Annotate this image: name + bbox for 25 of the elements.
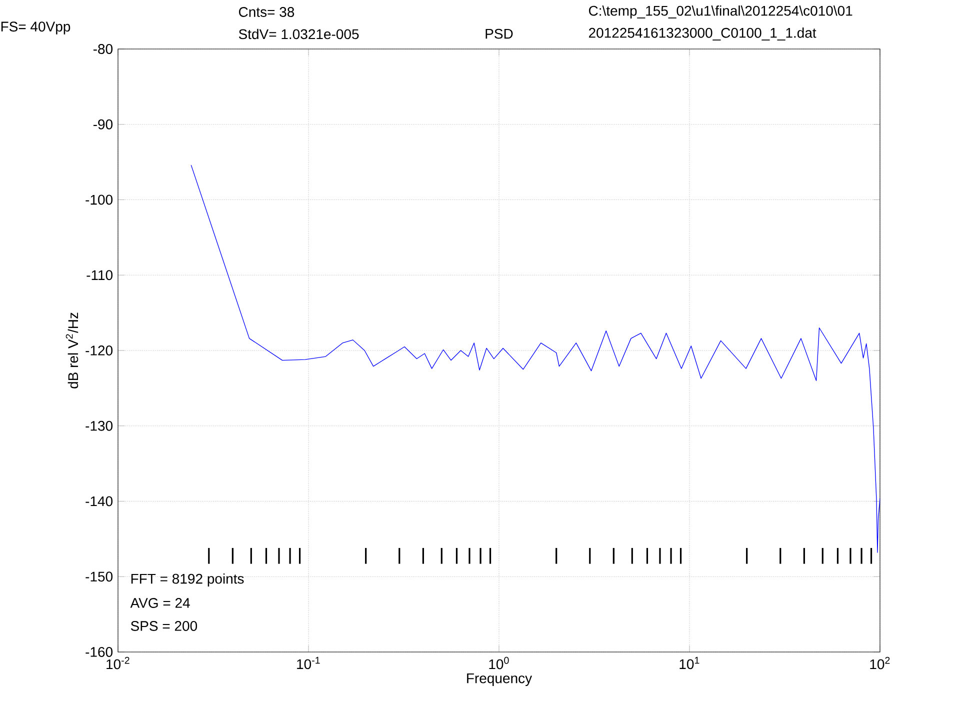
chart-title: PSD xyxy=(486,28,513,39)
y-tick-label: -120 xyxy=(86,346,113,356)
x-tick-label: 10$^{0}$ xyxy=(489,656,509,670)
x-tick-label: 10$^{2}$ xyxy=(870,656,890,670)
text: FS= 40Vpp xyxy=(1,22,70,34)
text: Cnts= 38 xyxy=(238,7,294,17)
y-axis-title: dB rel V$^{2}$/Hz xyxy=(66,312,78,388)
y-tick-label: -100 xyxy=(86,194,113,205)
annotation: AVG = 24 xyxy=(130,598,190,608)
y-tick-label: -150 xyxy=(86,572,113,582)
x-axis-title: Frequency xyxy=(467,673,532,686)
y-tick-label: -140 xyxy=(86,496,113,506)
text: C:\temp_155_02\u1\final\2012254\c010\01 xyxy=(588,5,852,19)
y-tick-label: -160 xyxy=(86,647,113,657)
annotation: SPS = 200 xyxy=(130,621,198,631)
annotation: FFT = 8192 points xyxy=(131,573,244,587)
text: StdV= 1.0321e-005 xyxy=(238,28,359,40)
text: 2012254161323000_C0100_1_1.dat xyxy=(588,28,816,40)
y-tick-label: -80 xyxy=(93,44,113,54)
x-tick-label: 10$^{1}$ xyxy=(680,656,700,670)
y-tick-label: -110 xyxy=(86,270,113,280)
x-tick-label: 10$^{-2}$ xyxy=(106,656,130,670)
y-tick-label: -130 xyxy=(86,420,113,431)
x-tick-label: 10$^{-1}$ xyxy=(297,656,320,670)
y-tick-label: -90 xyxy=(93,119,113,130)
